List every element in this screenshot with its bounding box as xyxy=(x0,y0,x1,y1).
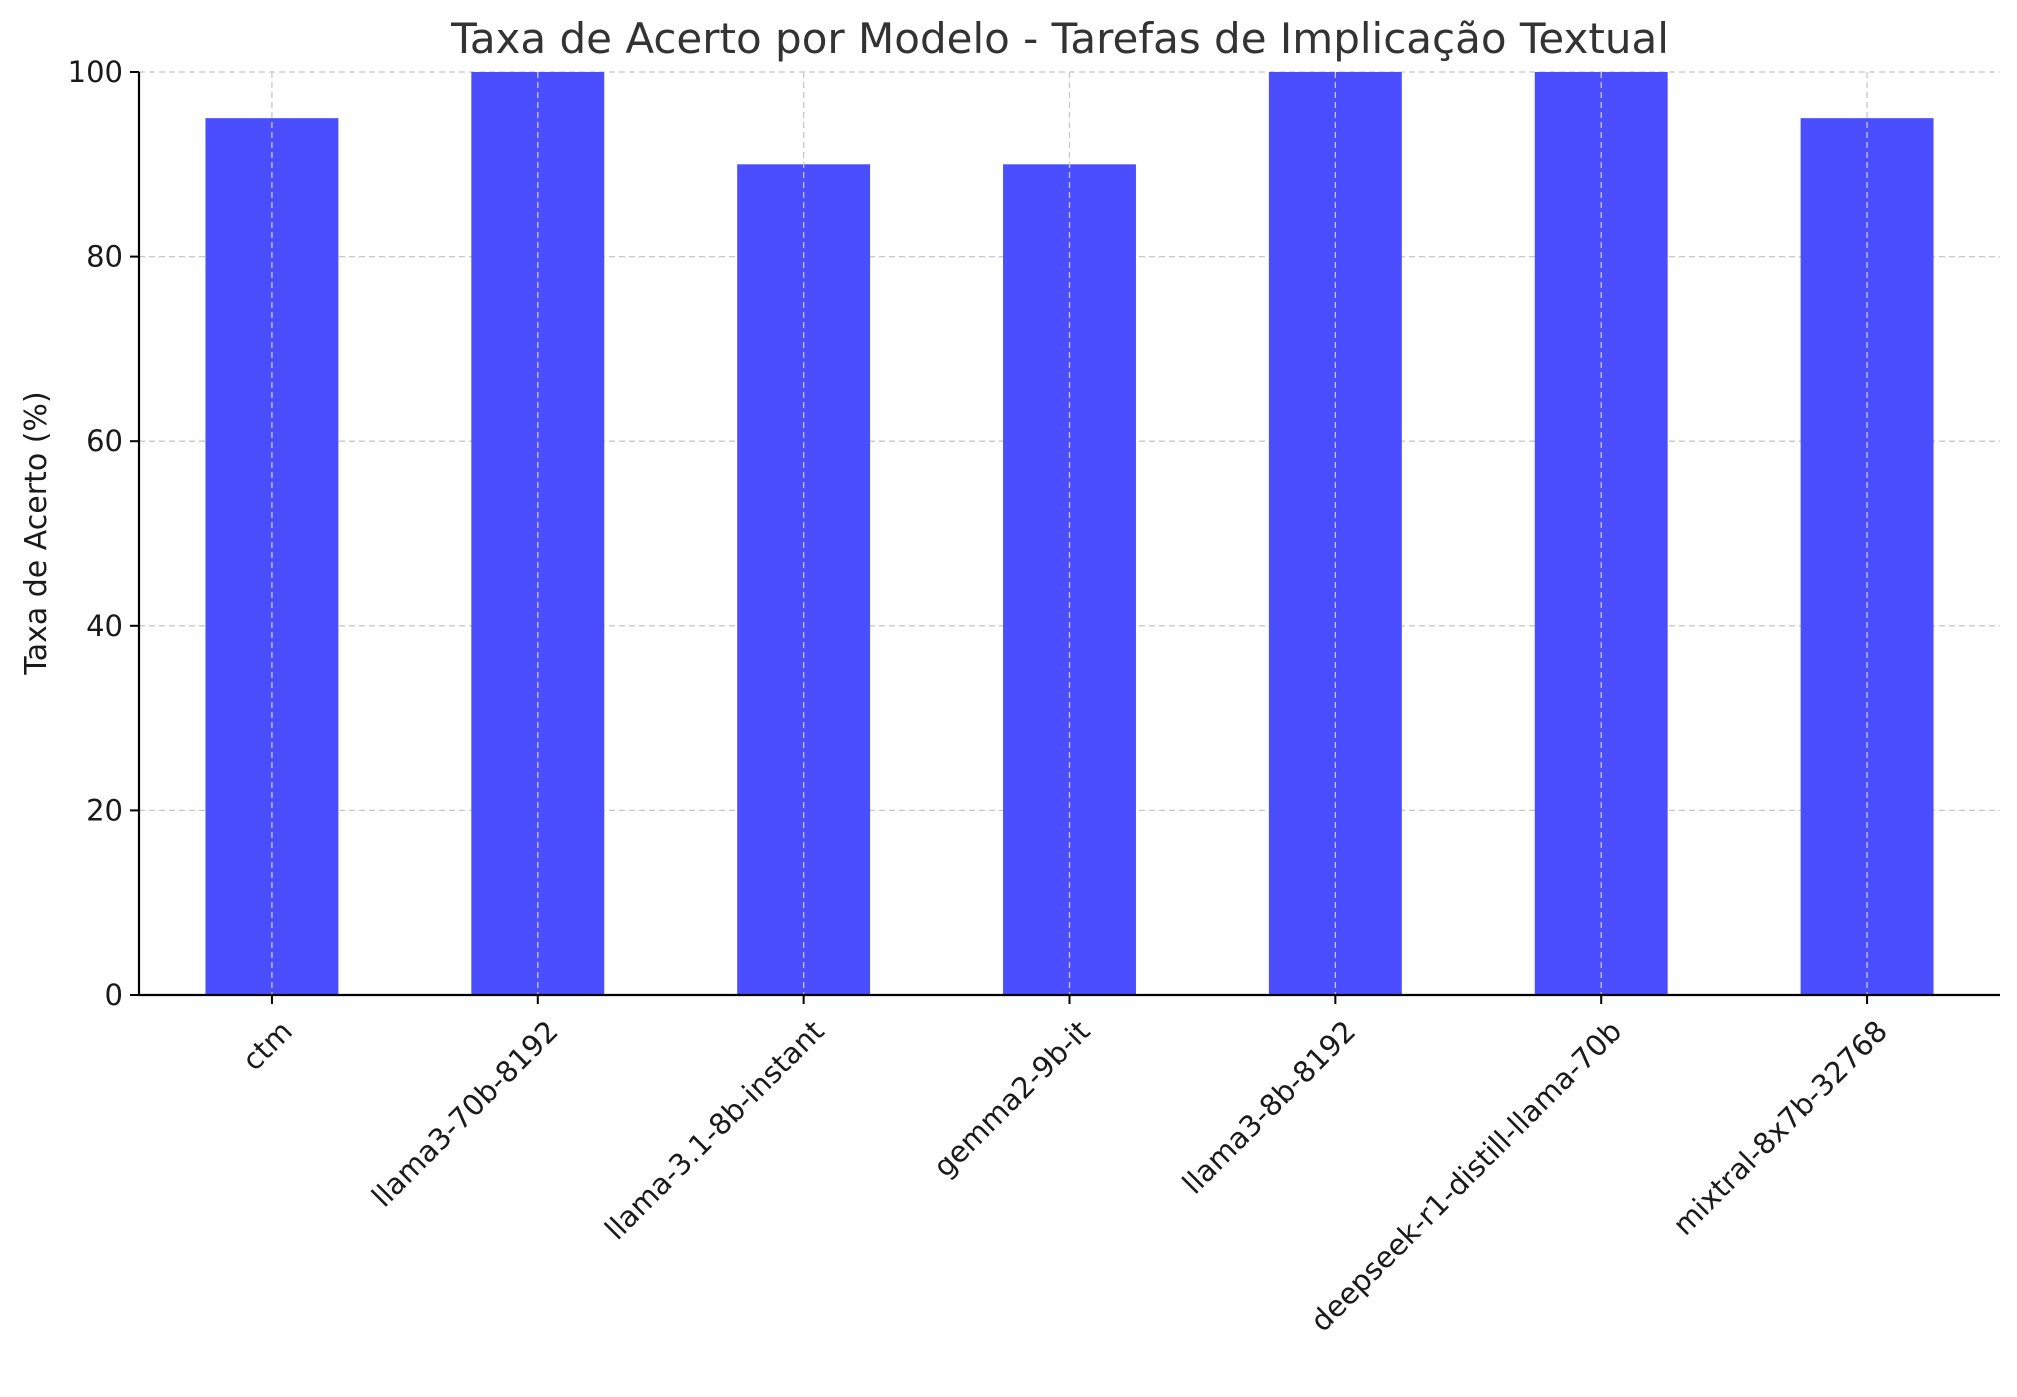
y-tick-label: 60 xyxy=(86,424,123,458)
axes-layer xyxy=(130,71,2000,1004)
x-tick-label: gemma2-9b-it xyxy=(927,1014,1097,1184)
x-tick-label: mixtral-8x7b-32768 xyxy=(1666,1014,1894,1242)
x-tick-label: ctm xyxy=(236,1014,299,1077)
y-tick-label: 80 xyxy=(86,240,123,274)
y-tick-label: 20 xyxy=(86,793,123,827)
bar-gemma2-9b-it xyxy=(1003,164,1136,996)
x-tick-label: deepseek-r1-distill-llama-70b xyxy=(1304,1014,1628,1338)
vertical-grid-layer xyxy=(271,72,1868,995)
y-tick-label: 0 xyxy=(105,978,123,1012)
x-tick-label: llama3-70b-8192 xyxy=(365,1014,565,1214)
x-tick-labels: ctm llama3-70b-8192 llama-3.1-8b-instant ge… xyxy=(236,1014,1894,1338)
y-tick-label: 40 xyxy=(86,609,123,643)
y-axis-label: Taxa de Acerto (%) xyxy=(19,391,54,675)
y-tick-label: 100 xyxy=(68,55,123,89)
x-tick-label: llama-3.1-8b-instant xyxy=(598,1014,830,1246)
x-tick-label: llama3-8b-8192 xyxy=(1176,1014,1363,1201)
y-tick-labels: 0 20 40 60 80 100 xyxy=(68,55,123,1012)
bar-llama-3.1-8b-instant xyxy=(737,164,871,996)
chart-title: Taxa de Acerto por Modelo - Tarefas de I… xyxy=(450,14,1669,63)
